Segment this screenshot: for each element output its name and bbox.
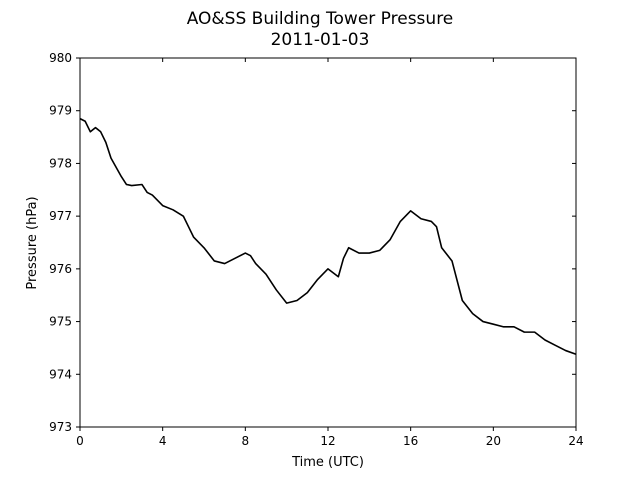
- x-tick-label: 8: [242, 434, 250, 448]
- x-tick-label: 16: [403, 434, 418, 448]
- x-axis-label: Time (UTC): [291, 455, 364, 470]
- y-axis-label: Pressure (hPa): [25, 196, 40, 289]
- y-tick-label: 976: [49, 262, 72, 276]
- y-tick-label: 974: [49, 367, 72, 381]
- x-tick-label: 24: [568, 434, 583, 448]
- x-tick-label: 4: [159, 434, 167, 448]
- x-tick-label: 0: [76, 434, 84, 448]
- y-tick-label: 980: [49, 51, 72, 65]
- y-tick-label: 973: [49, 420, 72, 434]
- y-tick-label: 978: [49, 156, 72, 170]
- x-tick-label: 12: [320, 434, 335, 448]
- chart-subtitle: 2011-01-03: [271, 30, 370, 50]
- y-tick-label: 979: [49, 104, 72, 118]
- y-tick-label: 977: [49, 209, 72, 223]
- chart-title: AO&SS Building Tower Pressure: [187, 9, 454, 29]
- data-line: [79, 117, 577, 356]
- x-tick-label: 20: [486, 434, 501, 448]
- y-tick-label: 975: [49, 315, 72, 329]
